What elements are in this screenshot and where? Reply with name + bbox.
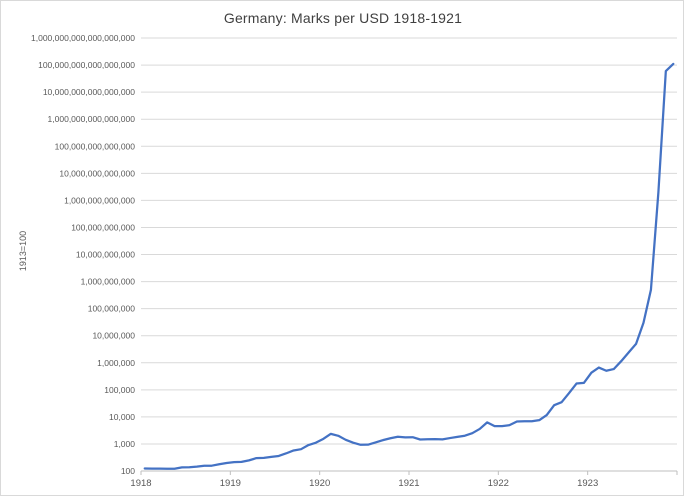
x-axis-tick-label: 1923 [577, 478, 598, 489]
y-axis-tick-label: 100,000,000,000 [71, 222, 135, 232]
x-axis-tick-label: 1918 [130, 478, 151, 489]
y-axis-tick-label: 10,000 [109, 412, 135, 422]
y-axis-tick-label: 1,000,000 [97, 358, 135, 368]
y-axis-tick-label: 1,000,000,000 [81, 277, 136, 287]
y-axis-tick-label: 100,000,000,000,000,000 [38, 60, 135, 70]
y-axis-tick-label: 10,000,000,000,000,000 [43, 87, 135, 97]
y-axis-tick-label: 1,000,000,000,000,000,000 [31, 33, 135, 43]
x-axis-tick-label: 1922 [488, 478, 509, 489]
y-axis-tick-label: 10,000,000,000 [76, 250, 135, 260]
x-axis-tick-label: 1919 [220, 478, 241, 489]
y-axis-tick-label: 100 [121, 466, 135, 476]
y-axis-tick-label: 1,000 [114, 439, 136, 449]
y-axis-tick-label: 1,000,000,000,000,000 [48, 114, 136, 124]
y-axis-tick-label: 100,000 [104, 385, 135, 395]
data-series-line [143, 62, 675, 470]
chart-title: Germany: Marks per USD 1918-1921 [223, 10, 463, 26]
y-axis-tick-label: 100,000,000,000,000 [55, 141, 136, 151]
y-axis-tick-label: 100,000,000 [88, 304, 136, 314]
y-axis-tick-label: 10,000,000 [92, 331, 135, 341]
y-axis-tick-label: 1,000,000,000,000 [64, 195, 135, 205]
y-axis-tick-label: 10,000,000,000,000 [59, 168, 135, 178]
x-axis-tick-label: 1921 [398, 478, 419, 489]
x-axis-tick-label: 1920 [309, 478, 330, 489]
